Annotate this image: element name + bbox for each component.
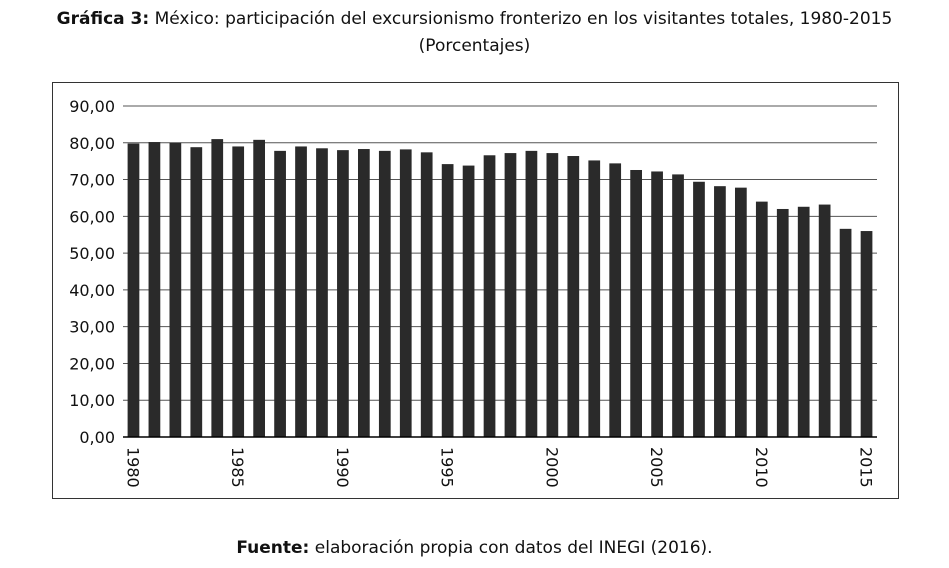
bar-1982: [169, 142, 182, 437]
x-tick-label: 2010: [752, 447, 771, 488]
bar-1989: [316, 148, 328, 438]
bar-2008: [714, 186, 726, 437]
bar-2009: [734, 187, 747, 437]
y-tick-label: 0,00: [79, 428, 115, 447]
bar-1980: [127, 143, 140, 437]
chart-frame: [52, 82, 899, 499]
y-tick-label: 20,00: [69, 354, 115, 373]
bar-2002: [588, 160, 601, 438]
chart-title: Gráfica 3: México: participación del exc…: [0, 6, 949, 60]
bar-2010: [755, 201, 768, 437]
bar-1992: [378, 150, 391, 437]
source-label: Fuente:: [236, 538, 310, 558]
bar-2014: [839, 228, 852, 437]
x-tick-label: 1985: [228, 447, 247, 488]
bar-1997: [483, 155, 496, 437]
bar-1995: [441, 164, 454, 437]
bar-1996: [462, 165, 475, 437]
bar-2015: [860, 231, 873, 437]
bar-1981: [148, 142, 161, 437]
title-lead: Gráfica 3:: [56, 9, 150, 29]
y-tick-label: 10,00: [69, 391, 115, 410]
bar-1999: [525, 150, 538, 437]
chart-subtitle: (Porcentajes): [418, 36, 531, 56]
x-tick-label: 2005: [647, 447, 666, 488]
y-tick-label: 80,00: [69, 134, 115, 153]
bar-2011: [776, 208, 789, 437]
title-line: Gráfica 3: México: participación del exc…: [0, 6, 949, 33]
bar-1994: [420, 152, 433, 437]
title-text: México: participación del excursionismo …: [154, 9, 893, 29]
bar-1993: [399, 149, 412, 438]
x-tick-label: 1980: [123, 447, 142, 488]
source-text: elaboración propia con datos del INEGI (…: [314, 538, 713, 558]
x-tick-label: 2015: [857, 447, 876, 488]
bar-2007: [693, 181, 705, 437]
y-tick-label: 60,00: [69, 207, 115, 226]
bar-1983: [190, 147, 203, 438]
bar-2013: [818, 204, 831, 437]
x-tick-label: 2000: [542, 447, 561, 488]
bar-2006: [672, 174, 684, 437]
x-tick-label: 1990: [333, 447, 352, 488]
bar-1984: [211, 139, 224, 437]
bar-1986: [253, 139, 266, 437]
bar-1991: [357, 149, 370, 437]
bar-2005: [651, 171, 663, 437]
y-tick-label: 40,00: [69, 281, 115, 300]
bar-1985: [232, 146, 245, 437]
y-tick-label: 90,00: [69, 97, 115, 116]
source-note: Fuente: elaboración propia con datos del…: [0, 538, 949, 558]
y-tick-label: 50,00: [69, 244, 115, 263]
bar-1990: [337, 150, 349, 437]
x-tick-label: 1995: [438, 447, 457, 488]
bar-2012: [797, 206, 810, 437]
bar-2001: [567, 156, 580, 438]
bar-1987: [274, 150, 286, 437]
bar-1998: [504, 153, 517, 437]
bar-1988: [295, 146, 307, 437]
bar-2000: [546, 153, 559, 437]
y-tick-label: 30,00: [69, 318, 115, 337]
bar-2004: [630, 169, 643, 437]
y-tick-label: 70,00: [69, 171, 115, 190]
bar-2003: [609, 163, 622, 437]
